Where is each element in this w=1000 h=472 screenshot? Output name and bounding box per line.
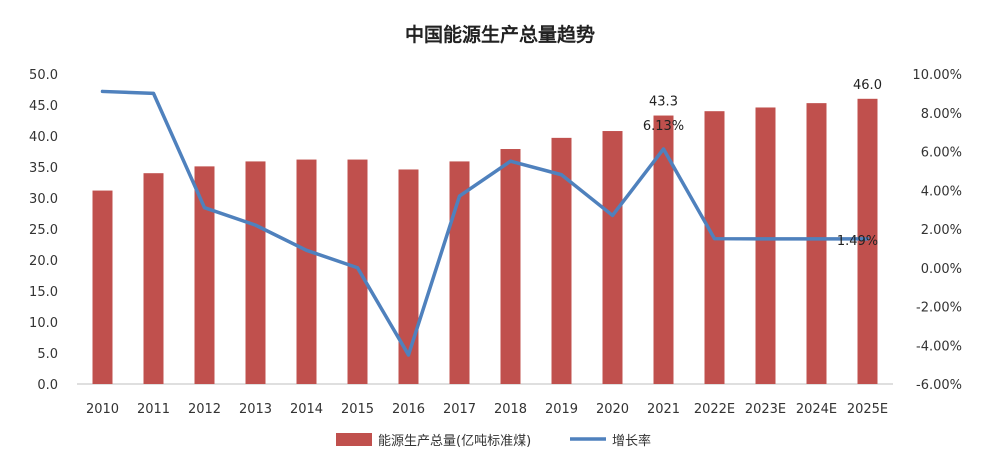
growth-rate-line bbox=[100, 89, 870, 357]
y-right-tick-label: 4.00% bbox=[921, 184, 962, 199]
x-tick-label: 2024E bbox=[796, 402, 837, 417]
bar bbox=[398, 169, 419, 384]
line-point bbox=[611, 213, 614, 217]
bar bbox=[194, 166, 215, 384]
x-tick-label: 2011 bbox=[137, 402, 170, 417]
line-point bbox=[407, 353, 410, 357]
x-tick-label: 2023E bbox=[745, 402, 786, 417]
line-point bbox=[101, 89, 104, 93]
line-point bbox=[815, 237, 818, 241]
x-tick-label: 2015 bbox=[341, 402, 374, 417]
x-tick-label: 2020 bbox=[596, 402, 629, 417]
x-tick-label: 2017 bbox=[443, 402, 476, 417]
bar bbox=[551, 137, 572, 384]
bar bbox=[347, 159, 368, 384]
x-tick-label: 2025E bbox=[847, 402, 888, 417]
x-tick-label: 2013 bbox=[239, 402, 272, 417]
bar bbox=[653, 115, 674, 384]
data-label: 46.0 bbox=[853, 78, 882, 93]
bar bbox=[857, 98, 878, 385]
bar bbox=[500, 149, 521, 384]
x-tick-label: 2019 bbox=[545, 402, 578, 417]
line-point bbox=[152, 91, 155, 95]
bar bbox=[602, 131, 623, 384]
x-tick-label: 2012 bbox=[188, 402, 221, 417]
line-point bbox=[764, 237, 767, 241]
legend-swatch-bar bbox=[336, 433, 372, 446]
y-right-tick-label: 8.00% bbox=[921, 107, 962, 122]
x-tick-label: 2016 bbox=[392, 402, 425, 417]
line-point bbox=[203, 206, 206, 210]
bar bbox=[704, 111, 725, 384]
y-right-tick-label: 10.00% bbox=[912, 68, 962, 83]
legend-label-line: 增长率 bbox=[612, 433, 651, 449]
line-point bbox=[560, 173, 563, 177]
y-left-tick-label: 25.0 bbox=[29, 223, 58, 238]
bar bbox=[143, 173, 164, 384]
y-right-tick-label: -4.00% bbox=[916, 339, 962, 354]
y-left-tick-label: 0.0 bbox=[37, 378, 58, 393]
legend-label-bar: 能源生产总量(亿吨标准煤) bbox=[378, 434, 531, 449]
x-tick-label: 2022E bbox=[694, 402, 735, 417]
x-tick-label: 2021 bbox=[647, 402, 680, 417]
y-left-tick-label: 40.0 bbox=[29, 130, 58, 145]
x-tick-label: 2010 bbox=[86, 402, 119, 417]
y-left-tick-label: 5.0 bbox=[37, 347, 58, 362]
data-label: 43.3 bbox=[649, 95, 678, 110]
y-left-tick-label: 20.0 bbox=[29, 254, 58, 269]
bar bbox=[755, 107, 776, 384]
line-point bbox=[866, 237, 869, 241]
x-tick-label: 2018 bbox=[494, 402, 527, 417]
y-right-tick-label: 6.00% bbox=[921, 146, 962, 161]
bar bbox=[92, 190, 113, 384]
y-right-tick-label: 0.00% bbox=[921, 262, 962, 277]
y-left-tick-label: 35.0 bbox=[29, 161, 58, 176]
x-tick-label: 2014 bbox=[290, 402, 323, 417]
line-point bbox=[305, 248, 308, 252]
y-left-tick-label: 10.0 bbox=[29, 316, 58, 331]
line-point bbox=[662, 147, 665, 151]
y-right-tick-label: 2.00% bbox=[921, 223, 962, 238]
y-left-tick-label: 15.0 bbox=[29, 285, 58, 300]
line-point bbox=[254, 223, 257, 227]
line-point bbox=[458, 194, 461, 198]
bar bbox=[296, 159, 317, 384]
y-left-tick-label: 45.0 bbox=[29, 99, 58, 114]
line-point bbox=[713, 237, 716, 241]
line-point bbox=[509, 159, 512, 163]
bar bbox=[245, 161, 266, 384]
data-label: 6.13% bbox=[643, 119, 684, 134]
y-right-tick-label: -6.00% bbox=[916, 378, 962, 393]
chart-title: 中国能源生产总量趋势 bbox=[404, 24, 595, 46]
bar bbox=[806, 103, 827, 384]
y-right-tick-label: -2.00% bbox=[916, 301, 962, 316]
y-left-tick-label: 50.0 bbox=[29, 68, 58, 83]
line-point bbox=[356, 266, 359, 270]
y-left-tick-label: 30.0 bbox=[29, 192, 58, 207]
data-label: 1.49% bbox=[837, 234, 878, 249]
